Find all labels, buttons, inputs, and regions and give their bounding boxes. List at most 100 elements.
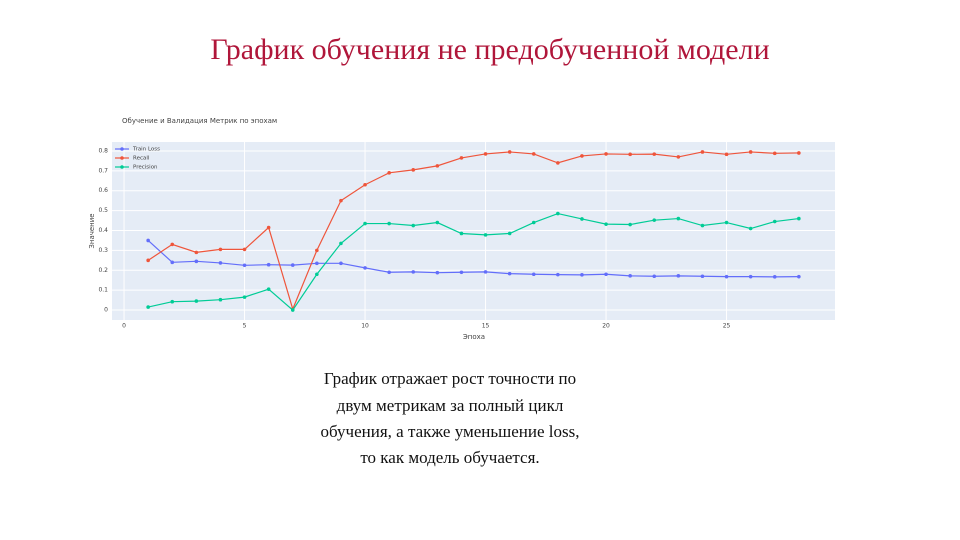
- point: [435, 270, 440, 275]
- point: [604, 272, 608, 277]
- point: [628, 222, 632, 227]
- point: [556, 272, 560, 277]
- y-tick-label: 0.3: [98, 247, 108, 254]
- point: [483, 152, 488, 156]
- y-tick-label: 0.6: [98, 187, 108, 194]
- point: [242, 247, 247, 252]
- point: [676, 155, 681, 159]
- y-tick-label: 0.2: [98, 267, 108, 274]
- point: [435, 164, 440, 168]
- point: [459, 270, 464, 275]
- legend-label: Precision: [133, 165, 158, 171]
- point: [194, 259, 199, 264]
- point: [483, 233, 488, 237]
- slide-title: График обучения не предобученной модели: [210, 33, 769, 66]
- y-tick-label: 0: [104, 307, 108, 314]
- point: [797, 216, 801, 221]
- series-line: [148, 212, 799, 311]
- point: [628, 152, 632, 157]
- y-tick-label: 0.1: [98, 287, 108, 294]
- point: [724, 274, 729, 279]
- series-line: [147, 240, 799, 278]
- point: [194, 299, 199, 303]
- point: [146, 258, 150, 263]
- point: [580, 273, 584, 277]
- y-axis-label: Значение: [88, 213, 96, 248]
- point: [266, 262, 271, 267]
- point: [387, 171, 391, 175]
- point: [218, 261, 223, 265]
- point: [194, 250, 199, 255]
- point: [146, 238, 150, 243]
- point: [700, 223, 705, 228]
- point: [724, 152, 729, 157]
- point: [556, 161, 560, 165]
- point: [387, 270, 391, 275]
- legend-marker: [120, 156, 124, 160]
- legend-label: Recall: [133, 156, 150, 162]
- point: [604, 152, 608, 156]
- point: [459, 231, 464, 236]
- point: [170, 299, 175, 304]
- point: [290, 308, 295, 312]
- point: [170, 260, 175, 265]
- point: [556, 211, 560, 216]
- point: [339, 261, 343, 266]
- point: [797, 151, 801, 155]
- point: [772, 151, 777, 156]
- point: [435, 220, 440, 225]
- point: [266, 225, 271, 230]
- y-tick-label: 0.4: [98, 227, 108, 234]
- point: [628, 274, 632, 278]
- point: [507, 231, 512, 236]
- point: [363, 266, 367, 270]
- point: [748, 150, 753, 154]
- point: [483, 270, 488, 274]
- point: [507, 271, 512, 276]
- point: [772, 275, 777, 279]
- caption-line: то как модель обучается.: [360, 448, 539, 467]
- point: [700, 274, 705, 279]
- series-line: [147, 151, 799, 311]
- point: [218, 297, 223, 302]
- point: [218, 247, 223, 252]
- point: [266, 287, 271, 291]
- point: [797, 274, 801, 279]
- point: [146, 305, 150, 309]
- point: [604, 222, 608, 226]
- point: [339, 198, 343, 203]
- point: [652, 152, 657, 156]
- point: [724, 220, 729, 225]
- caption-line: обучения, а также уменьшение loss,: [321, 422, 580, 441]
- point: [652, 274, 657, 279]
- point: [748, 226, 753, 231]
- point: [531, 272, 536, 277]
- point: [700, 150, 705, 154]
- point: [290, 263, 295, 267]
- point: [242, 295, 247, 299]
- point: [411, 270, 416, 274]
- legend-marker: [120, 165, 124, 169]
- y-tick-label: 0.5: [98, 207, 108, 214]
- point: [411, 168, 416, 172]
- point: [580, 217, 584, 221]
- x-tick-label: 25: [723, 323, 731, 330]
- legend-label: Train Loss: [132, 147, 160, 153]
- x-axis-label: Эпоха: [463, 333, 485, 341]
- x-tick-label: 5: [243, 323, 247, 330]
- x-tick-label: 10: [361, 323, 369, 330]
- point: [170, 242, 175, 247]
- y-tick-label: 0.8: [98, 147, 108, 154]
- legend-marker: [120, 147, 124, 151]
- chart-title: Обучение и Валидация Метрик по эпохам: [122, 117, 277, 125]
- x-tick-label: 20: [602, 323, 610, 330]
- point: [242, 263, 247, 268]
- point: [676, 216, 681, 221]
- point: [507, 150, 512, 154]
- point: [772, 219, 777, 224]
- point: [363, 182, 367, 187]
- point: [411, 223, 416, 228]
- point: [459, 156, 464, 160]
